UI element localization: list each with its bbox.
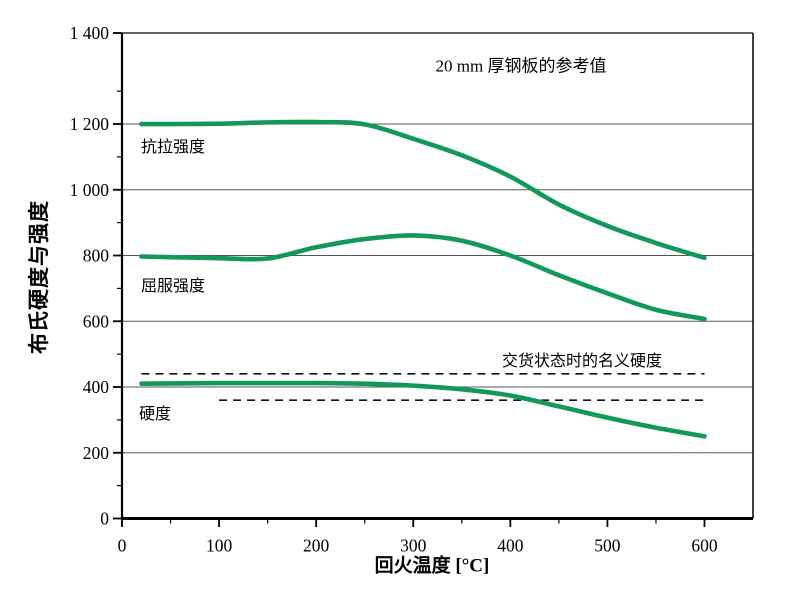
hardness-curve-label: 硬度 [139, 406, 172, 423]
yield-strength-curve-label: 屈服强度 [141, 278, 206, 295]
yield-strength-curve [139, 233, 707, 322]
y-tick-label-1200: 1 200 [70, 114, 110, 134]
y-tick-label-1400: 1 400 [70, 23, 110, 43]
tensile-strength-curve [139, 119, 707, 261]
x-tick-label-200: 200 [303, 536, 330, 556]
x-tick-label-400: 400 [497, 536, 524, 556]
x-axis-title: 回火温度 [°C] [374, 555, 490, 577]
x-tick-label-0: 0 [118, 536, 127, 556]
y-tick-label-400: 400 [83, 377, 110, 397]
y-tick-label-600: 600 [83, 311, 110, 331]
y-tick-label-1000: 1 000 [70, 180, 110, 200]
x-tick-label-300: 300 [400, 536, 427, 556]
x-tick-label-100: 100 [206, 536, 233, 556]
tensile-strength-curve-label: 抗拉强度 [141, 139, 206, 156]
y-axis-title: 布氏硬度与强度 [27, 200, 51, 354]
plate-thickness-annotation: 20 mm 厚钢板的参考值 [435, 56, 607, 76]
x-tick-label-500: 500 [594, 536, 621, 556]
x-tick-label-600: 600 [691, 536, 718, 556]
y-tick-label-0: 0 [100, 509, 109, 529]
y-tick-label-200: 200 [83, 443, 110, 463]
delivery-hardness-reference-label: 交货状态时的名义硬度 [501, 353, 663, 370]
hardness-curve [139, 380, 707, 439]
y-tick-label-800: 800 [83, 246, 110, 266]
